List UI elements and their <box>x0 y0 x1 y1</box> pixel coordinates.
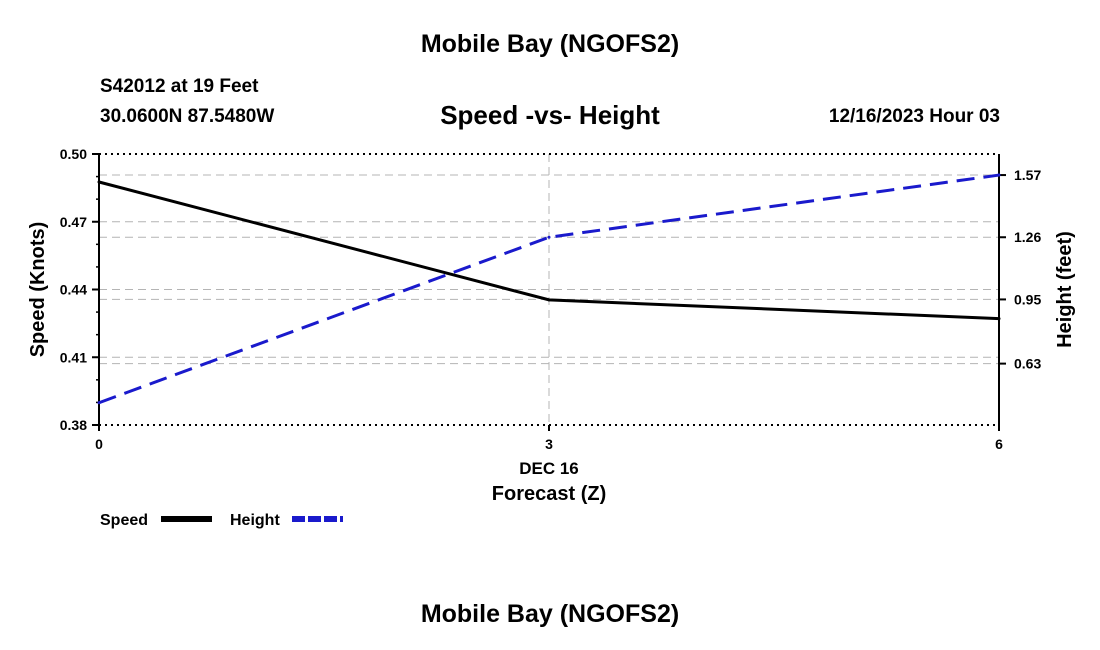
x-tick-label: 3 <box>545 436 553 452</box>
left-tick-label: 0.50 <box>60 146 87 162</box>
series-point-height <box>997 173 1001 177</box>
forecast-datetime: 12/16/2023 Hour 03 <box>828 106 1000 127</box>
left-tick-label: 0.47 <box>60 214 87 230</box>
left-tick-label: 0.41 <box>60 349 87 365</box>
series-point-height <box>97 401 101 405</box>
footer-title: Mobile Bay (NGOFS2) <box>420 600 680 628</box>
series-point-speed <box>97 180 101 184</box>
series-point-height <box>547 235 551 239</box>
y-axis-label-left: Speed (Knots) <box>27 222 49 358</box>
right-tick-label: 1.57 <box>1014 167 1041 183</box>
x-date-label: DEC 16 <box>519 459 579 478</box>
legend-label-height: Height <box>230 512 280 529</box>
y-axis-label-right: Height (feet) <box>1054 231 1076 348</box>
right-tick-label: 1.26 <box>1014 229 1041 245</box>
page-title: Mobile Bay (NGOFS2) <box>420 30 680 58</box>
station-label: S42012 at 19 Feet <box>100 76 259 97</box>
left-tick-label: 0.38 <box>60 417 87 433</box>
x-axis-label: Forecast (Z) <box>492 483 606 505</box>
x-tick-label: 6 <box>995 436 1003 452</box>
right-tick-label: 0.63 <box>1014 356 1041 372</box>
legend-label-speed: Speed <box>100 512 148 529</box>
series-point-speed <box>997 317 1001 321</box>
chart-subtitle: Speed -vs- Height <box>440 100 660 130</box>
right-tick-label: 0.95 <box>1014 291 1041 307</box>
coordinates-label: 30.0600N 87.5480W <box>100 106 275 127</box>
x-tick-label: 0 <box>95 436 103 452</box>
series-point-speed <box>547 298 551 302</box>
left-tick-label: 0.44 <box>60 282 87 298</box>
